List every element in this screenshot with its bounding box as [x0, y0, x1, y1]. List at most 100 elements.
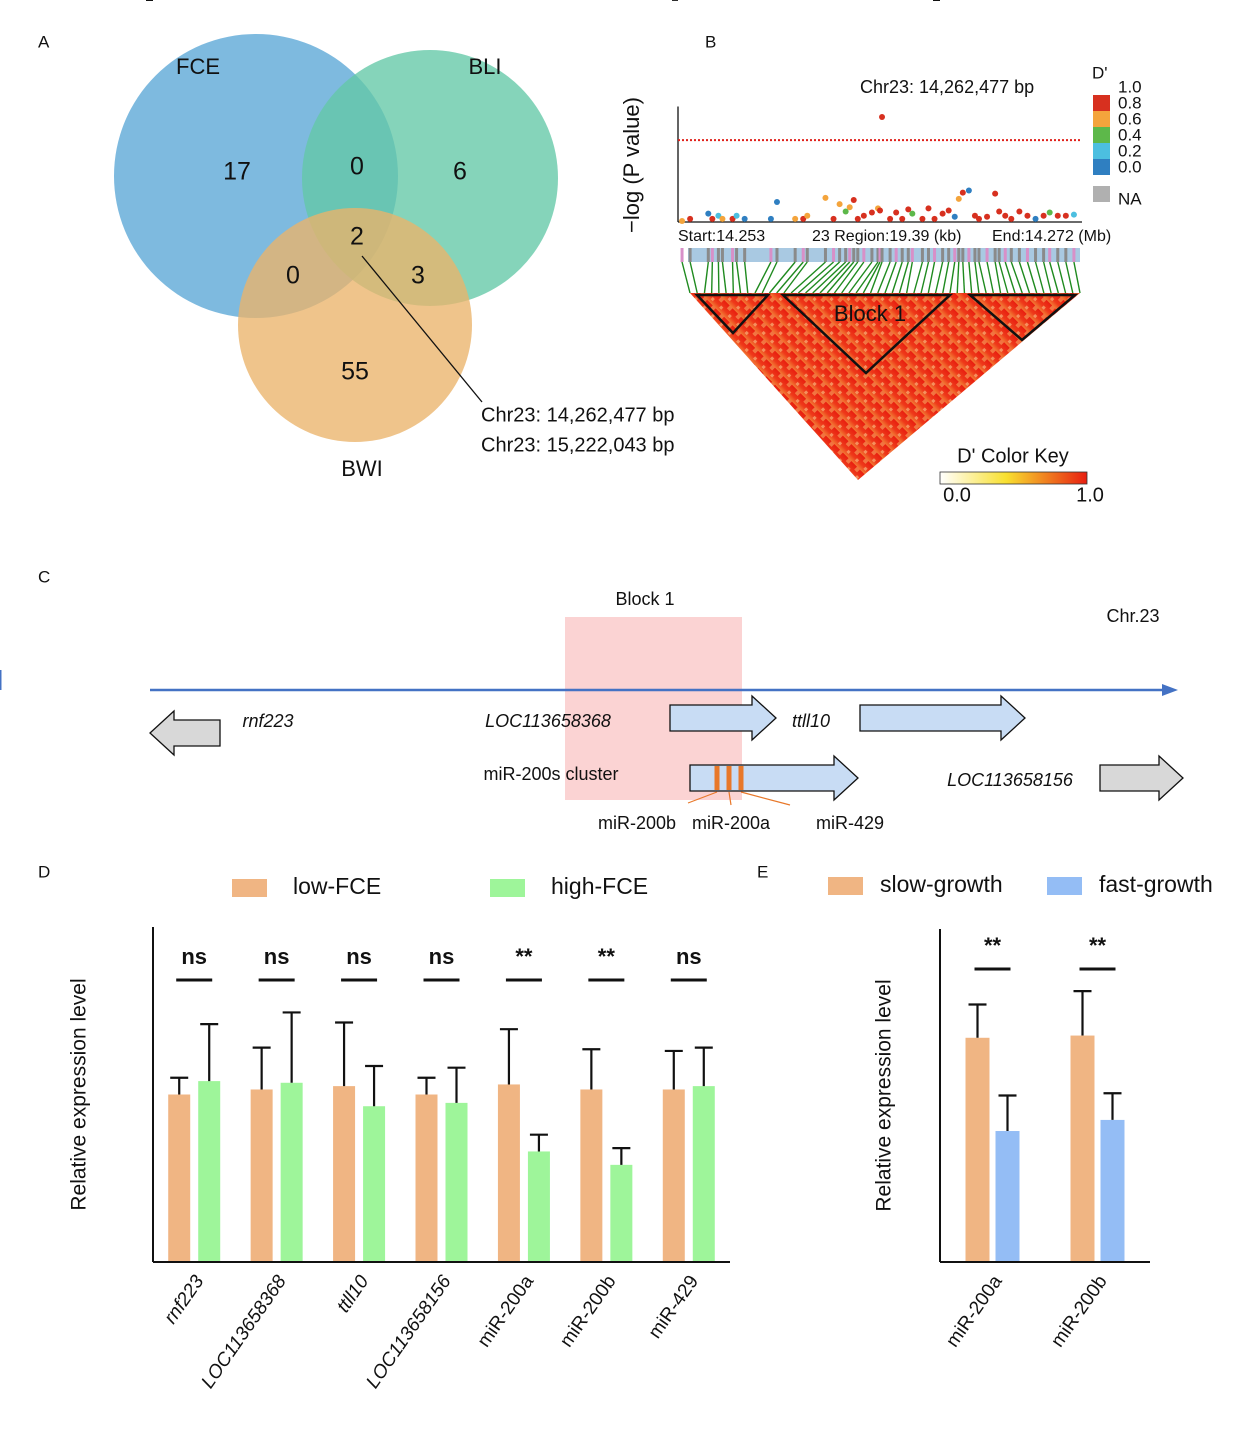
- snp-point: [899, 215, 906, 222]
- snp-point: [804, 212, 811, 219]
- legend-label: 0.2: [1118, 141, 1142, 160]
- snp-strip-tick: [933, 248, 937, 262]
- error-bar: [365, 1064, 384, 1107]
- snp-point: [715, 212, 722, 219]
- snp-strip-tick: [985, 248, 989, 262]
- ld-connector: [743, 261, 749, 294]
- bar: [662, 1089, 685, 1262]
- legend-swatch: [828, 877, 863, 895]
- ld-connector: [689, 261, 698, 294]
- snp-point: [1008, 215, 1015, 222]
- ld-connector: [986, 261, 995, 294]
- snp-point: [792, 215, 799, 222]
- legend-swatch: [1093, 143, 1110, 159]
- snp-strip-tick: [1048, 248, 1052, 262]
- snp-strip-tick: [957, 248, 961, 262]
- snp-point: [767, 215, 774, 222]
- bar: [168, 1094, 191, 1262]
- ld-connector: [1073, 261, 1081, 294]
- ld-connector: [855, 261, 879, 294]
- snp-point: [854, 215, 861, 222]
- legend-label: fast-growth: [1099, 871, 1213, 897]
- legend-swatch: [1093, 159, 1110, 175]
- legend-label: 0.0: [1118, 157, 1142, 176]
- snp-strip: [688, 248, 1080, 262]
- snp-strip-tick: [1009, 248, 1013, 262]
- snp-strip-tick: [1042, 248, 1046, 262]
- snp-point: [733, 212, 740, 219]
- snp-strip-tick: [941, 248, 945, 262]
- snp-point: [836, 201, 843, 208]
- snp-strip-tick: [1056, 248, 1060, 262]
- panel-label: D: [38, 862, 50, 881]
- region-count: 55: [341, 358, 369, 386]
- bar: [527, 1151, 550, 1262]
- significance-label: ns: [264, 944, 290, 969]
- snp-point: [909, 210, 916, 217]
- ld-connector: [1010, 261, 1023, 294]
- x-tick-label: LOC113658156: [362, 1271, 456, 1392]
- snp-point: [879, 114, 886, 120]
- legend-label: low-FCE: [293, 873, 381, 899]
- error-bar: [447, 1066, 466, 1103]
- set-label: FCE: [176, 54, 220, 79]
- ld-connector: [942, 261, 950, 294]
- ld-connector: [754, 261, 772, 294]
- x-tick-label: miR-200b: [1047, 1272, 1111, 1352]
- bar: [415, 1094, 438, 1262]
- snp-strip-tick: [926, 248, 930, 262]
- snp-strip-tick: [1025, 248, 1029, 262]
- bar: [610, 1164, 633, 1262]
- significance-label: **: [598, 944, 616, 969]
- x-tick-label: miR-429: [645, 1272, 703, 1343]
- snp-point: [1002, 212, 1009, 219]
- snp-point: [709, 215, 716, 222]
- snp-strip-tick: [775, 248, 779, 262]
- ld-connector: [1034, 261, 1045, 294]
- gene-label: ttll10: [792, 711, 830, 731]
- snp-strip-tick: [852, 248, 856, 262]
- snp-strip-tick: [1072, 248, 1076, 262]
- mirna-leader: [728, 791, 732, 806]
- annotation: Chr23: 15,222,043 bp: [481, 434, 675, 456]
- gene-arrow: [859, 694, 1026, 742]
- snp-point: [679, 217, 686, 224]
- snp-strip-tick: [973, 248, 977, 262]
- snp-strip-tick: [870, 248, 874, 262]
- gene-label: LOC113658368: [485, 711, 611, 731]
- snp-strip-tick: [688, 248, 692, 262]
- axis-arrowhead: [1162, 684, 1178, 696]
- error-bar: [664, 1049, 683, 1090]
- bar: [497, 1084, 520, 1262]
- ld-connector: [998, 261, 1009, 294]
- snp-point: [905, 206, 912, 213]
- legend-label: 1.0: [1118, 77, 1142, 96]
- region-count: 0: [350, 153, 364, 181]
- legend-title: D': [1092, 63, 1108, 82]
- snp-point: [860, 212, 867, 219]
- significance-label: **: [984, 933, 1002, 958]
- ld-connector: [978, 261, 987, 294]
- panel-label: A: [38, 32, 50, 51]
- snp-strip-tick: [769, 248, 773, 262]
- snp-point: [1046, 209, 1053, 216]
- snp-point: [931, 215, 938, 222]
- snp-strip-tick: [1003, 248, 1007, 262]
- x-tick-label: miR-200b: [556, 1272, 620, 1352]
- x-tick-label: LOC113658368: [197, 1271, 291, 1392]
- snp-point: [822, 194, 829, 201]
- snp-strip-tick: [862, 248, 866, 262]
- snp-point: [984, 213, 991, 220]
- error-bar: [499, 1028, 518, 1085]
- ld-block: [966, 293, 1079, 342]
- snp-strip-tick: [856, 248, 860, 262]
- panel-label: E: [757, 862, 768, 881]
- snp-strip-tick: [793, 248, 797, 262]
- legend-label: 0.6: [1118, 109, 1142, 128]
- mirna-site: [726, 766, 732, 790]
- ld-connector: [934, 261, 944, 294]
- mirna-leader: [687, 791, 718, 804]
- snp-strip-tick: [894, 248, 898, 262]
- bar: [250, 1089, 273, 1262]
- snp-point: [850, 196, 857, 203]
